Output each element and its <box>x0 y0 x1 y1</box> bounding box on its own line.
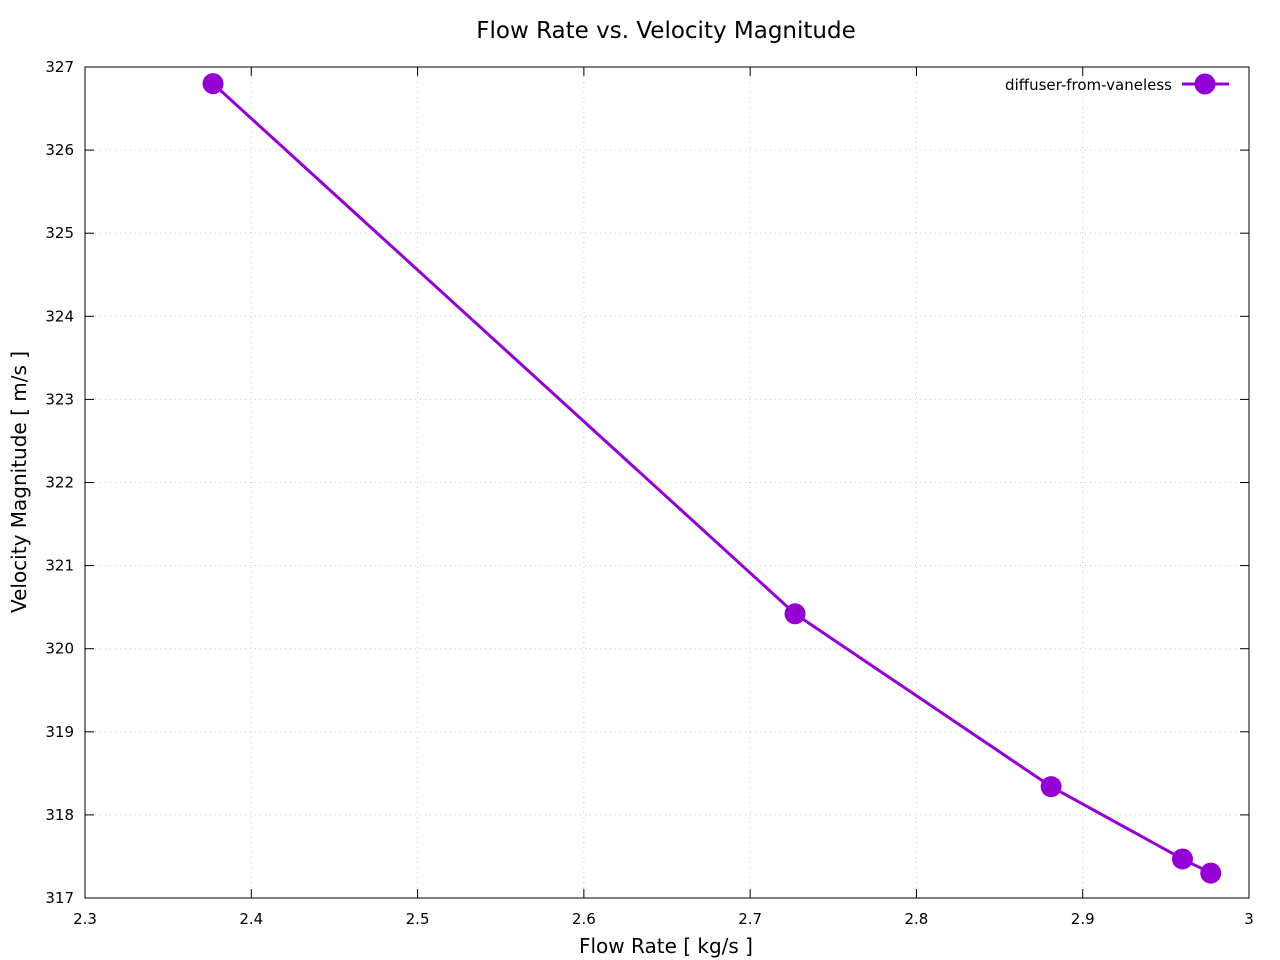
x-tick-label: 2.3 <box>73 910 97 928</box>
legend: diffuser-from-vaneless <box>1005 73 1229 95</box>
data-point <box>1040 776 1062 798</box>
data-point <box>1200 862 1222 884</box>
x-tick-label: 2.7 <box>738 910 762 928</box>
axis-ticks: 2.3 2.4 2.5 2.6 2.7 2.8 2.9 3 317 318 319 320 321 322… <box>45 58 1253 928</box>
x-tick-label: 2.4 <box>239 910 263 928</box>
data-point <box>202 73 224 95</box>
legend-label: diffuser-from-vaneless <box>1005 76 1172 94</box>
x-tick-label: 2.9 <box>1071 910 1095 928</box>
y-tick-label: 325 <box>45 224 74 242</box>
data-point <box>784 603 806 625</box>
legend-marker <box>1194 73 1216 95</box>
y-tick-label: 324 <box>45 307 74 325</box>
x-tick-label: 2.6 <box>572 910 596 928</box>
x-tick-label: 2.5 <box>406 910 430 928</box>
x-tick-label: 2.8 <box>904 910 928 928</box>
y-tick-label: 326 <box>45 141 74 159</box>
grid-lines <box>85 67 1249 898</box>
x-tick-label: 3 <box>1244 910 1254 928</box>
data-series <box>202 73 1222 884</box>
y-tick-label: 322 <box>45 474 74 492</box>
y-axis-label: Velocity Magnitude [ m/s ] <box>7 351 31 613</box>
y-tick-label: 319 <box>45 723 74 741</box>
x-axis-label: Flow Rate [ kg/s ] <box>579 934 753 958</box>
y-tick-label: 318 <box>45 806 74 824</box>
y-tick-label: 321 <box>45 557 74 575</box>
plot-frame <box>84 66 1250 899</box>
data-point <box>1171 848 1193 870</box>
y-tick-label: 323 <box>45 390 74 408</box>
series-line <box>212 82 1212 875</box>
chart-title: Flow Rate vs. Velocity Magnitude <box>476 18 855 44</box>
y-tick-label: 327 <box>45 58 74 76</box>
y-tick-label: 320 <box>45 640 74 658</box>
y-tick-label: 317 <box>45 889 74 907</box>
